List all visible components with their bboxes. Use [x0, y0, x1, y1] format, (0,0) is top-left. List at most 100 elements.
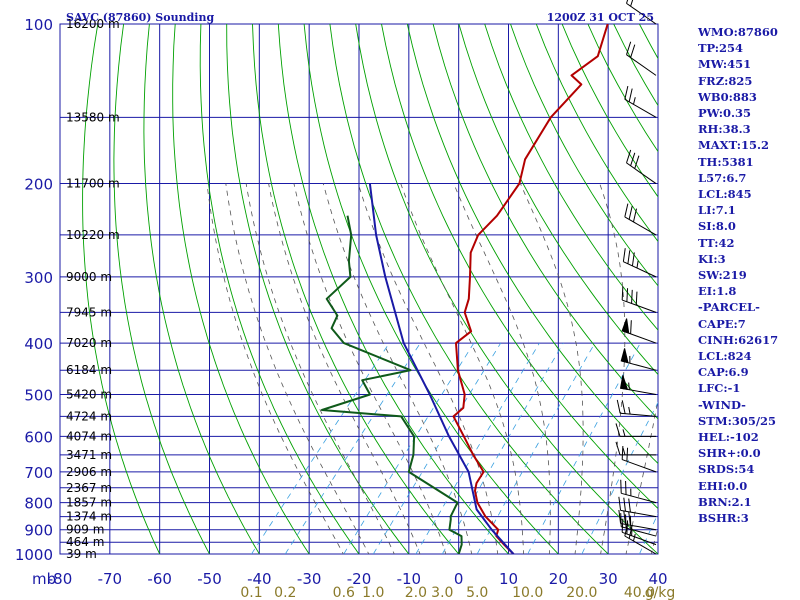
mixing-ratio-line	[343, 342, 475, 554]
temperature-tick-label: -50	[197, 570, 222, 588]
mixing-ratio-line	[581, 401, 658, 554]
mixing-ratio-label: 1.0	[362, 585, 384, 600]
barb-feather	[631, 289, 633, 304]
barb-staff	[622, 459, 657, 473]
index-line: EI:1.8	[698, 284, 737, 299]
barb-feather	[628, 88, 633, 102]
index-line: -WIND-	[698, 397, 746, 412]
barb-half-feather	[628, 382, 630, 390]
valid-time: 1200Z 31 OCT 25	[547, 11, 654, 24]
mixing-ratio-line	[476, 342, 596, 554]
dry-adiabat	[82, 24, 161, 554]
pressure-tick-label: 500	[24, 386, 53, 404]
temperature-tick-label: -40	[247, 570, 272, 588]
wind-barbs	[615, 0, 657, 555]
temperature-tick-label: 10	[499, 570, 518, 588]
wind-barb	[621, 318, 657, 344]
dry-adiabat	[510, 24, 658, 287]
mixing-ratio-line	[441, 342, 564, 554]
barb-feather	[630, 44, 636, 58]
barb-staff	[626, 2, 657, 25]
dry-adiabat	[406, 24, 658, 465]
pressure-tick-label: 800	[24, 495, 53, 513]
temperature-tick-label: -60	[147, 570, 172, 588]
barb-feather	[621, 518, 624, 533]
index-line: LCL:824	[698, 349, 752, 364]
mixing-ratio-label: 0.6	[333, 585, 355, 600]
temperature-tick-label: -80	[48, 570, 73, 588]
barb-feather	[630, 0, 634, 7]
wind-barb	[621, 445, 657, 473]
barb-staff	[626, 54, 657, 76]
barb-feather	[630, 320, 632, 334]
index-line: CINH:62617	[698, 332, 779, 347]
index-line: SHR+:0.0	[698, 446, 761, 461]
height-label: 3471 m	[66, 448, 112, 462]
dry-adiabat	[355, 24, 658, 554]
barb-staff	[624, 535, 657, 555]
chart-title: SAVC (87860) Sounding	[66, 11, 214, 24]
barb-half-feather	[622, 447, 626, 455]
barb-feather	[622, 248, 626, 262]
wind-barb	[624, 85, 657, 118]
barb-feather	[626, 149, 632, 164]
barb-feather	[624, 203, 629, 218]
barb-staff	[620, 509, 657, 518]
temperature-tick-label: -20	[347, 570, 372, 588]
height-label: 9000 m	[66, 270, 112, 284]
index-line: TT:42	[698, 235, 735, 250]
wind-barb	[626, 41, 657, 76]
barb-feather	[626, 288, 629, 302]
wind-barb	[624, 203, 657, 236]
index-line: L57:6.7	[698, 170, 747, 185]
barb-half-feather	[632, 533, 636, 542]
pressure-tick-label: 1000	[15, 546, 53, 564]
barb-feather	[634, 155, 640, 169]
wind-barb	[615, 423, 656, 437]
moist-adiabat	[625, 397, 658, 554]
pressure-tick-label: 700	[24, 464, 53, 482]
barb-feather	[623, 510, 626, 525]
barb-feather	[632, 208, 638, 223]
index-line: WMO:87860	[698, 25, 778, 39]
index-line: EHI:0.0	[698, 478, 748, 493]
height-label: 2367 m	[66, 481, 112, 495]
barb-half-feather	[636, 260, 639, 269]
barb-staff	[620, 412, 657, 417]
wind-barb	[621, 286, 657, 313]
dry-adiabat	[329, 24, 609, 554]
index-line: LFC:-1	[698, 381, 741, 396]
wind-barb	[626, 0, 657, 25]
barb-feather	[621, 286, 624, 301]
barb-staff	[622, 299, 657, 313]
height-label: 6184 m	[66, 363, 112, 377]
wind-barb	[620, 479, 657, 504]
barb-staff	[622, 531, 657, 546]
temperature-tick-label: 0	[454, 570, 464, 588]
mixing-ratio-label: 40.0	[624, 585, 655, 600]
wind-barb	[618, 496, 657, 518]
index-line: MAXT:15.2	[698, 138, 769, 153]
dry-adiabat	[277, 24, 509, 554]
wind-barb	[618, 509, 657, 531]
barb-staff	[624, 216, 657, 236]
height-label: 2906 m	[66, 465, 112, 479]
temperature-tick-label: 30	[599, 570, 618, 588]
barb-feather	[626, 41, 632, 55]
dry-adiabat	[113, 24, 210, 554]
height-label: 7945 m	[66, 305, 112, 319]
height-label: 5420 m	[66, 387, 112, 401]
moist-adiabat	[225, 183, 370, 554]
index-line: MW:451	[698, 57, 752, 72]
mixing-ratio-line	[251, 342, 390, 554]
dry-adiabat	[535, 24, 658, 243]
height-label: 909 m	[66, 523, 104, 537]
dry-adiabat	[226, 24, 410, 554]
moist-adiabat	[650, 526, 658, 554]
temperature-profile	[452, 24, 609, 554]
temperature-tick-label: 20	[549, 570, 568, 588]
pressure-tick-label: 200	[24, 176, 53, 194]
temperature-tick-label: -70	[98, 570, 123, 588]
dry-adiabat	[172, 24, 310, 554]
